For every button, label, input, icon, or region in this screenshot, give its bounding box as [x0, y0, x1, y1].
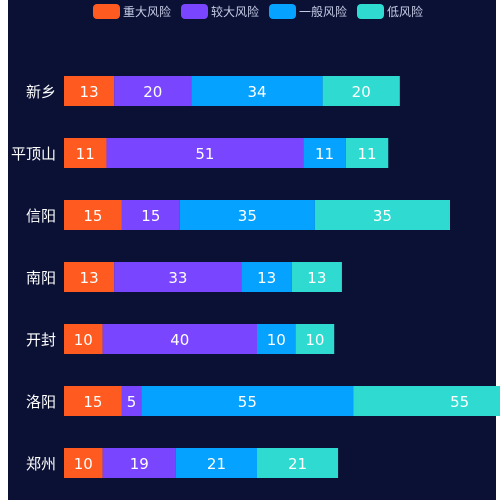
bar-segment-5-3[interactable]	[257, 324, 296, 354]
bar-segment-2-2[interactable]	[106, 138, 304, 168]
bar-value-label-4-1: 13	[80, 269, 99, 287]
bar-value-label-7-3: 21	[207, 455, 226, 473]
bar-segment-5-2[interactable]	[102, 324, 257, 354]
right-border	[496, 0, 500, 500]
bar-value-label-7-4: 21	[288, 455, 307, 473]
legend-swatch-1[interactable]	[93, 4, 120, 19]
bar-value-label-6-1: 15	[83, 393, 102, 411]
bar-value-label-6-4: 55	[450, 393, 469, 411]
legend: 重大风险 较大风险 一般风险 低风险	[93, 4, 423, 19]
category-label-3: 信阳	[26, 207, 56, 225]
category-label-5: 开封	[26, 331, 56, 349]
bar-segment-1-3[interactable]	[191, 76, 323, 106]
category-label-2: 平顶山	[11, 145, 56, 163]
bar-segment-6-2[interactable]	[121, 386, 142, 416]
legend-label-1[interactable]: 重大风险	[123, 4, 171, 19]
legend-swatch-2[interactable]	[181, 4, 208, 19]
bar-value-label-1-4: 20	[352, 83, 371, 101]
bar-segment-7-3[interactable]	[175, 448, 257, 478]
legend-swatch-3[interactable]	[269, 4, 296, 19]
bar-segment-4-2[interactable]	[114, 262, 242, 292]
bar-value-label-7-1: 10	[74, 455, 93, 473]
bar-value-label-5-3: 10	[267, 331, 286, 349]
bar-segment-3-4[interactable]	[314, 200, 450, 230]
legend-label-3[interactable]: 一般风险	[299, 4, 347, 19]
category-label-1: 新乡	[26, 83, 56, 101]
bars-group: 13 20 34 20 11 51 11 11 15 15 35 35 13 33 13 13 10 40 10 10…	[64, 76, 500, 478]
bar-value-label-2-3: 11	[315, 145, 334, 163]
bar-segment-6-3[interactable]	[141, 386, 354, 416]
bar-value-label-4-3: 13	[257, 269, 276, 287]
bar-value-label-3-2: 15	[141, 207, 160, 225]
bar-value-label-3-4: 35	[373, 207, 392, 225]
bar-segment-2-1[interactable]	[64, 138, 107, 168]
bar-segment-5-1[interactable]	[64, 324, 103, 354]
bar-value-label-5-2: 40	[170, 331, 189, 349]
legend-label-4[interactable]: 低风险	[387, 4, 423, 19]
bar-segment-4-4[interactable]	[291, 262, 342, 292]
bar-value-label-5-4: 10	[305, 331, 324, 349]
bar-value-label-3-1: 15	[83, 207, 102, 225]
bar-value-label-6-2: 5	[127, 393, 137, 411]
bar-value-label-2-2: 51	[195, 145, 214, 163]
bar-segment-2-4[interactable]	[345, 138, 389, 168]
bar-value-label-2-4: 11	[357, 145, 376, 163]
bar-value-label-1-2: 20	[143, 83, 162, 101]
bar-segment-2-3[interactable]	[303, 138, 346, 168]
bar-value-label-3-3: 35	[238, 207, 257, 225]
bar-segment-1-1[interactable]	[64, 76, 115, 106]
bar-segment-4-1[interactable]	[64, 262, 115, 292]
bar-segment-7-1[interactable]	[64, 448, 103, 478]
bar-value-label-1-1: 13	[80, 83, 99, 101]
legend-swatch-4[interactable]	[357, 4, 384, 19]
bar-value-label-5-1: 10	[74, 331, 93, 349]
bar-segment-5-4[interactable]	[295, 324, 335, 354]
category-label-7: 郑州	[26, 455, 56, 473]
bar-segment-7-4[interactable]	[257, 448, 339, 478]
left-border	[0, 0, 8, 500]
bar-segment-1-4[interactable]	[322, 76, 400, 106]
bar-value-label-6-3: 55	[238, 393, 257, 411]
bar-value-label-1-3: 34	[247, 83, 266, 101]
bar-segment-3-1[interactable]	[64, 200, 122, 230]
bar-segment-1-2[interactable]	[114, 76, 192, 106]
bar-segment-3-2[interactable]	[121, 200, 180, 230]
bar-segment-7-2[interactable]	[102, 448, 176, 478]
bar-value-label-4-2: 33	[168, 269, 187, 287]
bar-segment-3-3[interactable]	[179, 200, 315, 230]
bar-value-label-2-1: 11	[76, 145, 95, 163]
bar-value-label-7-2: 19	[130, 455, 149, 473]
category-label-4: 南阳	[26, 269, 56, 287]
bar-segment-6-1[interactable]	[64, 386, 122, 416]
category-label-6: 洛阳	[26, 393, 56, 411]
bar-segment-4-3[interactable]	[241, 262, 292, 292]
bar-value-label-4-4: 13	[307, 269, 326, 287]
legend-label-2[interactable]: 较大风险	[211, 4, 259, 19]
bar-segment-6-4[interactable]	[353, 386, 500, 416]
